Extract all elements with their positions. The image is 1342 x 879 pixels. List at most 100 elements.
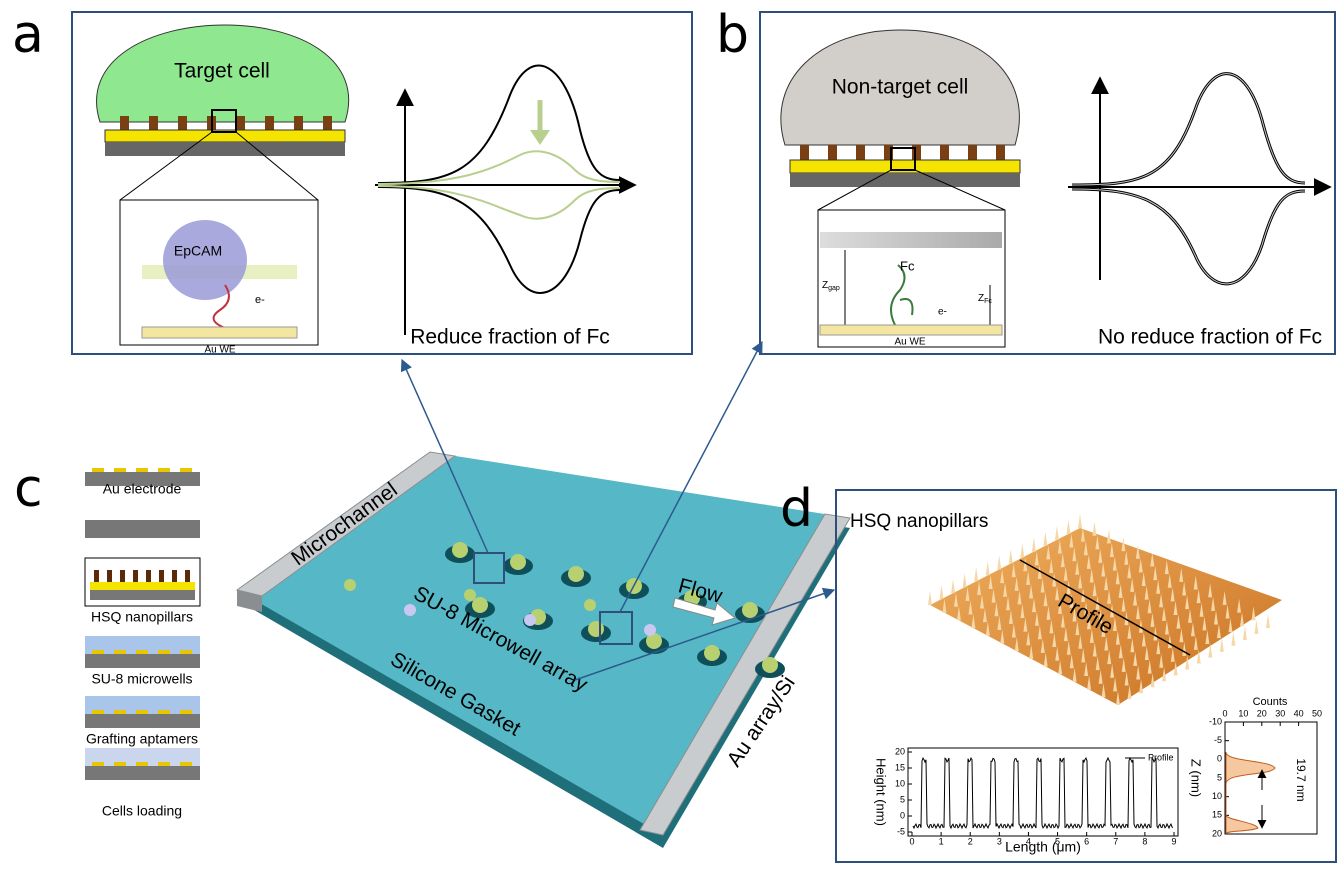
pillar [178, 116, 187, 130]
spike [1043, 532, 1047, 546]
step-label: Cells loading [102, 803, 182, 819]
spike [974, 567, 978, 581]
step-image [90, 590, 195, 600]
profile-trace [913, 758, 1173, 828]
x-tick-label: 6 [1084, 836, 1089, 846]
step-image [85, 520, 200, 538]
figure: a Target cell EpCAM e- Au WE Reduce frac… [0, 0, 1342, 879]
x-tick-label: 9 [1171, 836, 1176, 846]
y-tick-label: 5 [1217, 772, 1222, 782]
y-tick-label: -5 [1214, 735, 1222, 745]
cell [704, 645, 720, 661]
x-tick-label: 30 [1275, 708, 1285, 718]
y-tick-label: 20 [895, 746, 905, 756]
x-axis-label: Counts [1253, 696, 1288, 708]
cell [588, 621, 604, 637]
step-label: Au electrode [103, 481, 182, 497]
panel-label: d [780, 479, 813, 539]
spike [1032, 538, 1036, 552]
panel-label: a [12, 5, 44, 65]
electrode-pad [158, 710, 170, 714]
pillar [146, 570, 151, 582]
pillar [149, 116, 158, 130]
electrode [142, 327, 297, 338]
spike [997, 555, 1001, 569]
spike [1066, 520, 1070, 534]
electrode-pad [158, 650, 170, 654]
spike [1231, 632, 1235, 646]
electrode-pad [92, 762, 104, 766]
spike [1107, 529, 1111, 543]
electrode-pad [92, 468, 104, 472]
cell [404, 604, 416, 616]
x-tick-label: 20 [1257, 708, 1267, 718]
cell [644, 624, 656, 636]
gap-sub: gap [828, 285, 840, 292]
x-axis-label: Length (μm) [1005, 839, 1081, 855]
panel-label: c [14, 459, 43, 519]
y-axis-label: Z (nm) [1189, 759, 1204, 797]
x-tick-label: 50 [1312, 708, 1322, 718]
electrode-pad [92, 650, 104, 654]
gold-layer [790, 160, 1020, 173]
spike [986, 561, 990, 575]
electrode-pad [158, 468, 170, 472]
x-tick-label: 7 [1113, 836, 1118, 846]
spike [1055, 526, 1059, 540]
x-tick-label: 8 [1142, 836, 1147, 846]
spike [1243, 626, 1247, 640]
electrode-pad [180, 468, 192, 472]
spike [1220, 638, 1224, 652]
x-tick-label: 5 [1055, 836, 1060, 846]
electron: e- [255, 294, 265, 306]
cell [762, 657, 778, 673]
electrode-pad [136, 468, 148, 472]
spike [928, 591, 932, 605]
panel-d: d HSQ nanopillars Profile Length (μm) He… [780, 479, 1336, 862]
cv-curve-overlay [1072, 74, 1305, 284]
x-tick-label: 1 [939, 836, 944, 846]
substrate [790, 173, 1020, 187]
pillar [236, 116, 245, 130]
substrate [105, 142, 345, 156]
pillar [996, 145, 1005, 160]
pillar [185, 570, 190, 582]
electrode-pad [158, 762, 170, 766]
profile-plot: Length (μm) Height (nm) Profile 01234567… [874, 746, 1178, 854]
pillar [828, 145, 837, 160]
pillar [323, 116, 332, 130]
protein [163, 220, 247, 300]
pillar [940, 145, 949, 160]
pillar [120, 570, 125, 582]
x-tick-label: 4 [1026, 836, 1031, 846]
x-tick-label: 0 [1222, 708, 1227, 718]
bar [820, 232, 1002, 248]
panel-label: b [716, 5, 749, 65]
spike [940, 585, 944, 599]
electrode-pad [180, 710, 192, 714]
x-tick-label: 2 [968, 836, 973, 846]
cell [584, 599, 596, 611]
electrode [820, 325, 1002, 335]
y-tick-label: 0 [1217, 754, 1222, 764]
cell [464, 589, 476, 601]
y-tick-label: 10 [1212, 791, 1222, 801]
electrode-pad [136, 710, 148, 714]
y-tick-label: -5 [897, 826, 905, 836]
electrode-pad [114, 650, 126, 654]
y-tick-label: 15 [895, 762, 905, 772]
y-tick-label: 0 [900, 810, 905, 820]
pillar [265, 116, 274, 130]
spike [1254, 620, 1258, 634]
spike [1092, 522, 1096, 536]
pillar [120, 116, 129, 130]
step-image [85, 654, 200, 668]
step-label: HSQ nanopillars [91, 609, 193, 625]
electron: e- [938, 307, 947, 318]
electrode-label: Au WE [204, 345, 235, 356]
spike [963, 573, 967, 587]
cell [524, 614, 536, 626]
step-image [85, 766, 200, 780]
